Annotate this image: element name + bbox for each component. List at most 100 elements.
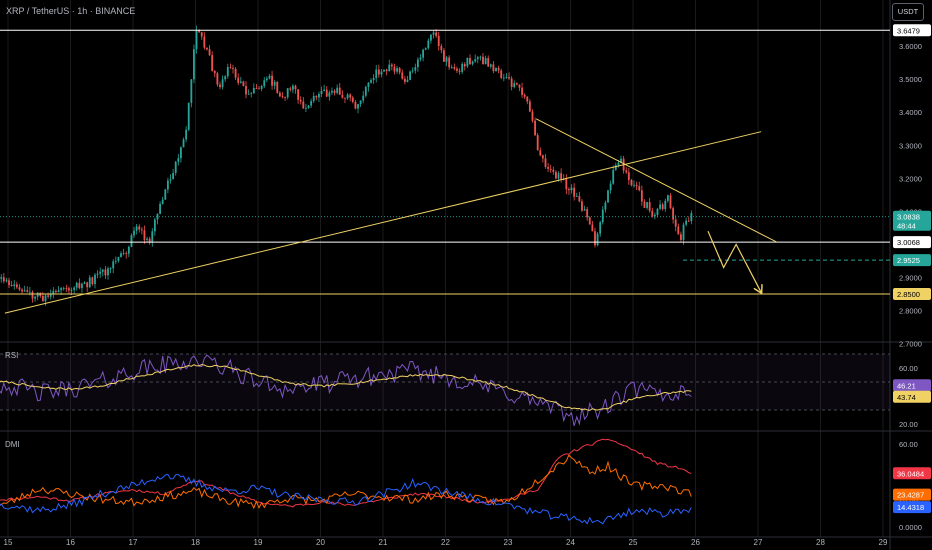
candle-down	[237, 77, 240, 83]
rsi-ma-line	[0, 363, 692, 411]
candle-up	[362, 95, 365, 101]
candle-up	[187, 102, 190, 130]
price-axis-tick: 2.9000	[899, 273, 922, 282]
candle-down	[581, 201, 583, 211]
candle-up	[367, 82, 370, 87]
candle-up	[23, 290, 26, 292]
time-axis-tick: 29	[879, 538, 888, 547]
candle-up	[364, 86, 367, 96]
dmi-value-badge	[893, 467, 931, 480]
rsi-axis-tick: 20.00	[899, 420, 918, 429]
candle-down	[15, 284, 18, 288]
candle-down	[385, 69, 388, 72]
candle-up	[99, 271, 102, 274]
candle-down	[104, 269, 107, 276]
candle-up	[375, 69, 378, 78]
candle-up	[305, 107, 307, 109]
candle-up	[357, 104, 359, 109]
rsi-value-badge	[893, 379, 931, 392]
candle-up	[380, 71, 383, 75]
level-target-badge-label: 2.9525	[897, 256, 920, 265]
candle-down	[640, 190, 643, 202]
time-axis-tick: 24	[566, 538, 575, 547]
candle-down	[338, 87, 341, 95]
candle-up	[323, 89, 326, 92]
dmi-value-badge	[893, 501, 931, 514]
projection-arrow	[707, 230, 761, 292]
candle-up	[268, 75, 271, 79]
time-axis-tick: 21	[379, 538, 388, 547]
candle-down	[677, 226, 680, 235]
candle-up	[396, 68, 398, 72]
candle-up	[450, 67, 453, 68]
candle-down	[8, 280, 10, 286]
candle-down	[341, 94, 344, 98]
candle-down	[351, 97, 354, 103]
candle-up	[419, 57, 422, 60]
bar-countdown-label: 48:44	[897, 222, 916, 231]
candle-down	[140, 229, 143, 231]
candle-up	[286, 88, 289, 98]
currency-button[interactable]: USDT	[892, 3, 924, 21]
candle-up	[0, 277, 3, 279]
candle-up	[489, 64, 492, 67]
candle-down	[55, 290, 57, 292]
candle-up	[161, 199, 164, 204]
candle-down	[627, 172, 630, 181]
candle-down	[651, 210, 654, 217]
candle-down	[536, 135, 539, 151]
candle-up	[653, 214, 656, 217]
candle-up	[432, 32, 435, 35]
candle-down	[208, 49, 211, 56]
candle-up	[250, 93, 253, 95]
candle-up	[164, 189, 167, 200]
candle-down	[648, 202, 651, 211]
dmi-value-badge	[893, 488, 931, 501]
dmi-value-label: 23.4287	[897, 491, 924, 500]
time-axis-tick: 27	[754, 538, 763, 547]
dmi-label: DMI	[5, 440, 20, 449]
candle-up	[312, 95, 315, 102]
candle-up	[461, 64, 464, 72]
candle-down	[578, 196, 581, 202]
candle-down	[349, 94, 352, 98]
candle-up	[94, 274, 96, 285]
candle-down	[435, 32, 438, 36]
candle-up	[263, 80, 266, 87]
rsi-value-badge	[893, 390, 931, 403]
candle-up	[239, 81, 242, 83]
level-yellow-badge	[893, 287, 931, 300]
candle-down	[200, 32, 203, 37]
candle-up	[60, 288, 63, 291]
candle-up	[159, 203, 161, 214]
dmi-value-label: 36.0484	[897, 469, 924, 478]
candle-up	[479, 56, 482, 58]
candle-down	[643, 201, 646, 208]
candle-up	[612, 169, 615, 184]
candle-down	[278, 92, 281, 97]
candle-up	[664, 200, 667, 210]
candle-down	[594, 231, 596, 246]
candle-down	[26, 290, 29, 292]
candle-down	[403, 78, 406, 82]
candle-up	[291, 85, 294, 90]
candle-up	[666, 195, 669, 201]
candle-down	[229, 67, 232, 68]
candle-up	[474, 59, 477, 62]
time-axis-tick: 17	[129, 538, 138, 547]
candle-down	[216, 73, 219, 85]
time-axis-tick: 26	[691, 538, 700, 547]
candle-up	[685, 220, 688, 225]
candle-up	[484, 58, 487, 65]
candle-up	[226, 67, 229, 77]
candle-down	[687, 220, 690, 222]
candle-down	[299, 99, 302, 102]
price-axis-tick: 3.6000	[899, 42, 922, 51]
candle-down	[245, 86, 247, 95]
candle-up	[172, 172, 175, 180]
candle-down	[398, 68, 401, 73]
candle-up	[5, 280, 8, 282]
plus-di-line	[0, 473, 692, 525]
